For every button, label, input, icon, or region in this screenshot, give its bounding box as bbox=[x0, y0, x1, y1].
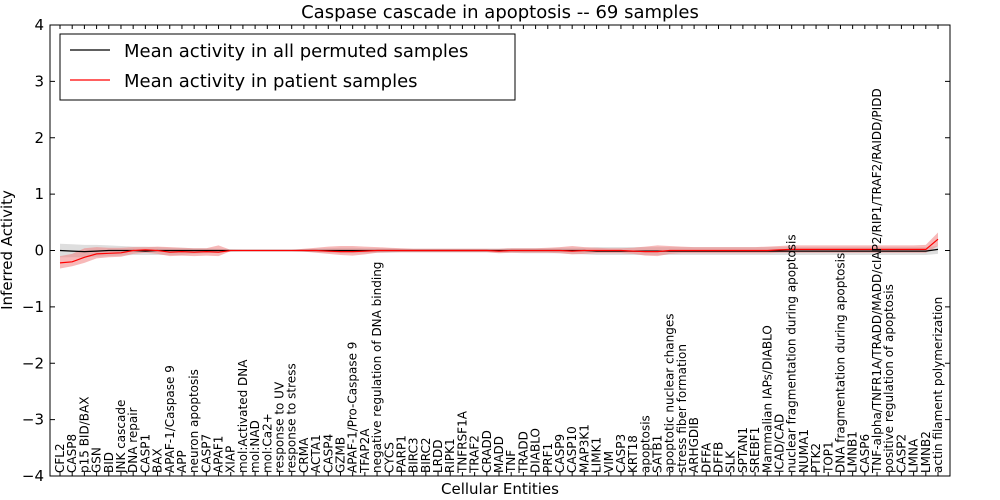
x-tick-label: VIM bbox=[602, 451, 616, 473]
y-tick-label: 3 bbox=[34, 72, 44, 90]
x-tick-label: LMNA bbox=[907, 438, 921, 473]
y-axis: 4 3 2 1 0 −1 −2 −3 −4 bbox=[22, 16, 950, 485]
x-tick-label: DFFA bbox=[699, 442, 713, 473]
x-tick-label: p15 BID/BAX bbox=[77, 397, 91, 473]
x-tick-label: response to UV bbox=[273, 381, 287, 473]
x-tick-label: stress fiber formation bbox=[675, 344, 689, 473]
x-tick-label: CASP1 bbox=[138, 434, 152, 473]
x-tick-label: CASP3 bbox=[614, 434, 628, 473]
y-tick-label: −3 bbox=[22, 411, 44, 429]
y-tick-label: −4 bbox=[22, 467, 44, 485]
x-tick-label: GZMB bbox=[334, 437, 348, 473]
x-tick-label: BIRC2 bbox=[419, 437, 433, 473]
x-tick-label: APAF-1/Caspase 9 bbox=[163, 365, 177, 473]
x-tick-label: actin filament polymerization bbox=[931, 297, 945, 473]
legend-label-permuted: Mean activity in all permuted samples bbox=[124, 41, 468, 62]
x-tick-label: negative regulation of DNA binding bbox=[370, 262, 384, 473]
x-tick-label: LIMK1 bbox=[590, 437, 604, 473]
x-tick-label: CFL2 bbox=[53, 443, 67, 473]
x-tick-label: GSN bbox=[90, 447, 104, 473]
x-tick-label: apoptotic nuclear changes bbox=[663, 314, 677, 473]
series-lines bbox=[59, 238, 939, 264]
y-tick-label: 0 bbox=[34, 242, 44, 260]
y-tick-label: 4 bbox=[34, 16, 44, 34]
x-tick-label: CRMA bbox=[297, 437, 311, 473]
y-tick-label: −2 bbox=[22, 354, 44, 372]
x-tick-label: BAX bbox=[151, 448, 165, 473]
x-tick-label: TNFRSF1A bbox=[455, 410, 469, 474]
x-tick-label: neuron apoptosis bbox=[187, 369, 201, 473]
x-tick-label: CASP6 bbox=[858, 434, 872, 473]
x-tick-label: DFFB bbox=[712, 442, 726, 473]
x-tick-label: APP bbox=[175, 450, 189, 473]
x-tick-label: CRADD bbox=[480, 430, 494, 473]
x-tick-label: mol:NAD bbox=[248, 420, 262, 473]
x-axis-label: Cellular Entities bbox=[441, 480, 559, 498]
x-tick-label: CASP4 bbox=[321, 434, 335, 473]
x-tick-label: CASP9 bbox=[553, 434, 567, 473]
x-tick-label: PRF1 bbox=[541, 443, 555, 473]
x-tick-label: response to stress bbox=[285, 363, 299, 473]
x-tick-label: SPTAN1 bbox=[736, 427, 750, 473]
x-tick-label: LMNB1 bbox=[846, 431, 860, 473]
x-tick-label: LMNB2 bbox=[919, 431, 933, 473]
x-tick-label: MADD bbox=[492, 436, 506, 473]
x-tick-label: CASP10 bbox=[565, 426, 579, 473]
x-tick-label: SREBF1 bbox=[748, 427, 762, 473]
legend: Mean activity in all permuted samples Me… bbox=[59, 33, 516, 101]
x-tick-label: KRT18 bbox=[626, 435, 640, 473]
legend-frame bbox=[59, 33, 516, 101]
x-tick-label: TOP1 bbox=[821, 441, 835, 474]
x-tick-label: nuclear fragmentation during apoptosis bbox=[785, 234, 799, 473]
x-tick-label: ICAD/CAD bbox=[773, 414, 787, 473]
x-tick-label: DIABLO bbox=[529, 428, 543, 473]
x-tick-label: TRAF2 bbox=[468, 435, 482, 474]
x-tick-label: DNA fragmentation during apoptosis bbox=[833, 253, 847, 473]
x-tick-label: ARHGDIB bbox=[687, 417, 701, 473]
x-tick-label: TFAP2A bbox=[358, 428, 372, 474]
x-tick-label: TNF-alpha/TNFR1A/TRADD/MADD/cIAP2/RIP1/T… bbox=[870, 88, 884, 474]
y-axis-label: Inferred Activity bbox=[0, 190, 16, 310]
x-tick-label: mol:Ca2+ bbox=[260, 413, 274, 473]
x-tick-label: positive regulation of apoptosis bbox=[882, 284, 896, 473]
x-tick-label: NUMA1 bbox=[797, 429, 811, 473]
x-tick-label: Mammalian IAPs/DIABLO bbox=[760, 325, 774, 473]
x-tick-label: TRADD bbox=[516, 431, 530, 474]
legend-label-patient: Mean activity in patient samples bbox=[124, 71, 418, 92]
x-tick-label: DNA repair bbox=[126, 407, 140, 473]
x-tick-label: SATB1 bbox=[651, 435, 665, 473]
x-tick-label: apoptosis bbox=[638, 415, 652, 473]
x-tick-label: PARP1 bbox=[394, 435, 408, 473]
x-tick-label: XIAP bbox=[224, 446, 238, 473]
x-tick-label: BIRC3 bbox=[407, 437, 421, 473]
x-tick-label: PTK2 bbox=[809, 443, 823, 473]
x-tick-label: LRDD bbox=[431, 439, 445, 473]
x-tick-label: TNF bbox=[504, 450, 518, 474]
chart-title: Caspase cascade in apoptosis -- 69 sampl… bbox=[301, 2, 699, 23]
x-tick-label: CASP7 bbox=[199, 434, 213, 473]
x-tick-label: APAF1 bbox=[212, 436, 226, 473]
x-tick-label: RIPK1 bbox=[443, 438, 457, 473]
x-tick-label: CASP8 bbox=[65, 434, 79, 473]
x-tick-label: mol:Activated DNA bbox=[236, 359, 250, 473]
y-tick-label: 2 bbox=[34, 129, 44, 147]
y-tick-label: −1 bbox=[22, 298, 44, 316]
x-tick-label: MAP3K1 bbox=[577, 424, 591, 473]
x-tick-label: JNK cascade bbox=[114, 400, 128, 474]
y-tick-label: 1 bbox=[34, 185, 44, 203]
x-tick-label: APAF-1/Pro-Caspase 9 bbox=[346, 342, 360, 473]
x-tick-label: CYCS bbox=[382, 442, 396, 473]
x-tick-label: CASP2 bbox=[894, 434, 908, 473]
x-tick-label: BID bbox=[102, 452, 116, 473]
x-tick-label: ACTA1 bbox=[309, 434, 323, 473]
x-tick-label: SLK bbox=[724, 450, 738, 473]
